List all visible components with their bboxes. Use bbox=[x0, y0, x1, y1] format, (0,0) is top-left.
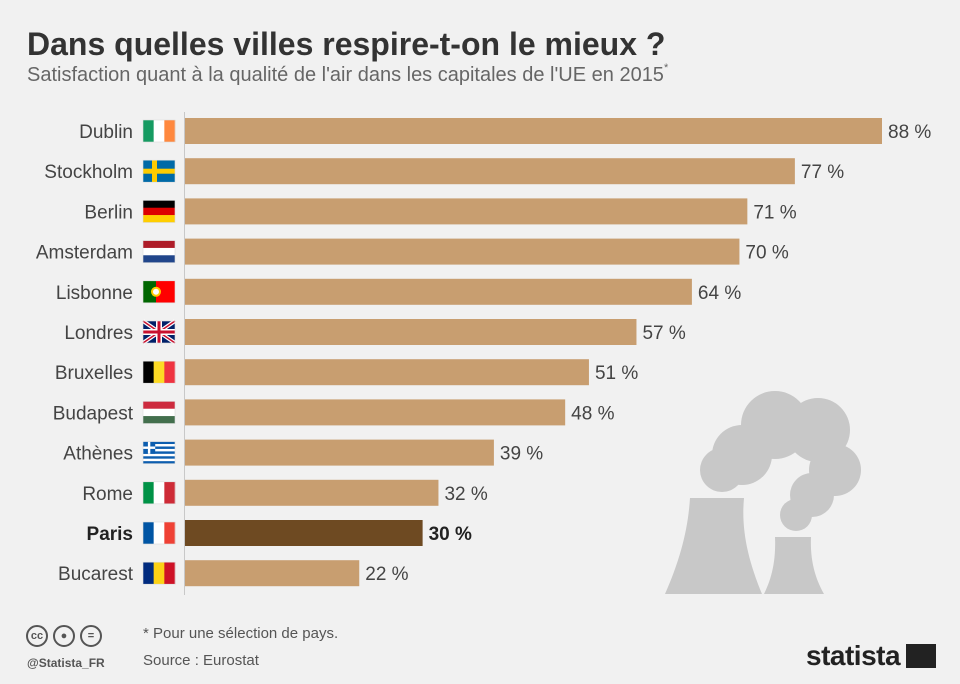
chart-subtitle: Satisfaction quant à la qualité de l'air… bbox=[27, 62, 669, 87]
value-label: 57 % bbox=[642, 323, 685, 344]
bar-chart: Dublin 88 % Stockholm 77 % Berlin 71 % Amsterd… bbox=[36, 112, 931, 595]
flag-greece-icon bbox=[142, 441, 176, 464]
category-label: Dublin bbox=[79, 122, 133, 143]
category-label: Paris bbox=[87, 524, 133, 545]
category-label: Lisbonne bbox=[56, 283, 133, 304]
bar-row: Bruxelles 51 % bbox=[55, 359, 638, 386]
bar-row: Bucarest 22 % bbox=[58, 560, 409, 587]
flag-ireland-icon bbox=[142, 119, 176, 143]
flag-sweden-icon bbox=[142, 159, 176, 183]
bar bbox=[185, 319, 637, 345]
cc-icon: cc bbox=[26, 625, 48, 647]
value-label: 22 % bbox=[365, 564, 408, 585]
factory-smoke-icon bbox=[665, 391, 861, 594]
value-label: 71 % bbox=[753, 202, 796, 223]
bar bbox=[185, 560, 360, 587]
brand-name: statista bbox=[806, 640, 901, 671]
bar-row: Athènes 39 % bbox=[63, 439, 543, 466]
statista-logo: statista bbox=[806, 640, 937, 672]
bar-row: Londres 57 % bbox=[64, 319, 686, 345]
flag-hungary-icon bbox=[142, 401, 176, 424]
bar bbox=[185, 399, 566, 426]
bar bbox=[185, 439, 494, 466]
category-label: Stockholm bbox=[44, 162, 133, 183]
value-label: 77 % bbox=[801, 162, 844, 183]
bar bbox=[185, 520, 423, 546]
bar-row: Lisbonne 64 % bbox=[56, 278, 741, 305]
category-label: Bruxelles bbox=[55, 363, 133, 384]
flag-portugal-icon bbox=[142, 280, 176, 304]
flag-belgium-icon bbox=[142, 360, 176, 384]
bar-row: Budapest 48 % bbox=[53, 399, 615, 426]
category-label: Amsterdam bbox=[36, 243, 133, 264]
subtitle-footnote-mark: * bbox=[663, 62, 669, 74]
value-label: 48 % bbox=[571, 403, 614, 424]
category-label: Budapest bbox=[53, 403, 134, 424]
category-label: Bucarest bbox=[58, 564, 134, 585]
social-handle: @Statista_FR bbox=[27, 656, 105, 670]
chart-title: Dans quelles villes respire-t-on le mieu… bbox=[27, 26, 666, 62]
flag-italy-icon bbox=[142, 481, 176, 505]
bar bbox=[185, 359, 589, 386]
bar bbox=[185, 118, 882, 144]
footnote: * Pour une sélection de pays. bbox=[143, 625, 339, 642]
by-icon: ● bbox=[53, 625, 75, 647]
bar-row: Dublin 88 % bbox=[79, 118, 931, 144]
bar bbox=[185, 198, 748, 225]
bar-row: Amsterdam 70 % bbox=[36, 238, 789, 265]
bar bbox=[185, 158, 795, 185]
nd-icon: = bbox=[80, 625, 102, 647]
bar-row: Berlin 71 % bbox=[84, 198, 797, 225]
value-label: 30 % bbox=[429, 524, 472, 545]
value-label: 32 % bbox=[444, 484, 487, 505]
bar bbox=[185, 278, 692, 305]
bar bbox=[185, 238, 740, 265]
value-label: 88 % bbox=[888, 122, 931, 143]
flag-romania-icon bbox=[142, 561, 176, 585]
source: Source : Eurostat bbox=[143, 652, 259, 669]
value-label: 39 % bbox=[500, 444, 543, 465]
bar-row: Stockholm 77 % bbox=[44, 158, 844, 185]
subtitle-text: Satisfaction quant à la qualité de l'air… bbox=[27, 64, 664, 86]
bar-row: Paris 30 % bbox=[87, 520, 472, 546]
flag-uk-icon bbox=[141, 319, 177, 345]
value-label: 64 % bbox=[698, 283, 741, 304]
bar-row: Rome 32 % bbox=[82, 479, 488, 506]
license-icons: cc ● = bbox=[26, 625, 102, 647]
statista-logo-icon bbox=[906, 644, 937, 668]
category-label: Rome bbox=[82, 484, 133, 505]
value-label: 70 % bbox=[745, 243, 788, 264]
flag-france-icon bbox=[142, 521, 176, 545]
flag-germany-icon bbox=[142, 200, 176, 223]
value-label: 51 % bbox=[595, 363, 638, 384]
category-label: Londres bbox=[64, 323, 133, 344]
category-label: Athènes bbox=[63, 444, 133, 465]
category-label: Berlin bbox=[84, 202, 133, 223]
bar bbox=[185, 479, 439, 506]
flag-netherlands-icon bbox=[142, 240, 176, 263]
